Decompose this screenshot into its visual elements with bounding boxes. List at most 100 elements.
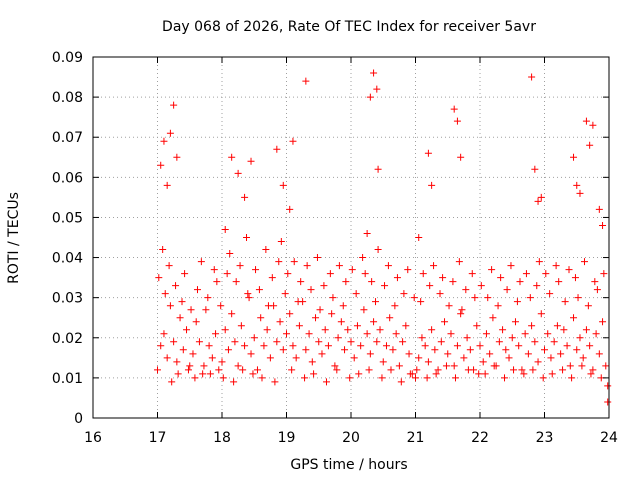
data-point [381, 282, 389, 290]
data-point [595, 205, 603, 213]
data-point [547, 354, 555, 362]
data-point [534, 197, 542, 205]
data-point [582, 326, 590, 334]
data-point [445, 302, 453, 310]
data-point [387, 366, 395, 374]
data-point [589, 121, 597, 129]
data-point [413, 366, 421, 374]
data-point [264, 302, 272, 310]
data-point [307, 286, 315, 294]
data-point [260, 342, 268, 350]
data-point [463, 334, 471, 342]
axis-layer: 16 17 18 19 20 21 22 23 24 0 0.01 0.02 0.03 0.04 0.05 0… [52, 50, 618, 446]
x-tick-label: 23 [536, 430, 554, 446]
data-point [221, 326, 229, 334]
data-point [204, 294, 212, 302]
x-tick-label: 20 [342, 430, 360, 446]
data-point [447, 330, 455, 338]
data-point [599, 318, 607, 326]
data-point [389, 346, 397, 354]
data-point [373, 338, 381, 346]
data-point [395, 362, 403, 370]
data-point [595, 350, 603, 358]
data-point [592, 330, 600, 338]
data-point [297, 278, 305, 286]
data-point [566, 362, 574, 370]
data-point [591, 278, 599, 286]
data-point [315, 338, 323, 346]
data-point [537, 310, 545, 318]
data-point [279, 346, 287, 354]
data-point [181, 270, 189, 278]
data-point [289, 137, 297, 145]
y-tick-label: 0 [74, 411, 83, 427]
data-point [559, 366, 567, 374]
data-point [490, 362, 498, 370]
y-tick-label: 0.05 [52, 210, 83, 226]
data-point [544, 330, 552, 338]
data-point [442, 362, 450, 370]
data-point [507, 262, 515, 270]
data-point [570, 153, 578, 161]
data-point [247, 157, 255, 165]
data-point [415, 234, 423, 241]
data-point [223, 270, 231, 278]
data-point [195, 338, 203, 346]
data-point [587, 370, 595, 378]
data-point [226, 250, 234, 258]
data-point [160, 330, 168, 338]
data-point [352, 290, 360, 298]
data-point [453, 342, 461, 350]
data-point [501, 374, 509, 382]
data-point [174, 370, 182, 378]
data-point [331, 362, 339, 370]
data-point [495, 338, 503, 346]
data-point [346, 374, 354, 382]
data-point [245, 294, 253, 302]
data-point [163, 181, 171, 189]
data-point [402, 322, 410, 330]
data-point [199, 370, 207, 378]
data-point [384, 262, 392, 270]
data-point [571, 274, 579, 282]
data-point [234, 362, 242, 370]
data-point [316, 306, 324, 314]
data-point [277, 238, 285, 246]
data-point [212, 330, 220, 338]
data-point [426, 282, 434, 290]
x-tick-label: 17 [149, 430, 167, 446]
y-tick-label: 0.03 [52, 291, 83, 307]
data-point [165, 262, 173, 270]
data-point [228, 310, 236, 318]
data-point [170, 101, 178, 109]
x-tick-label: 24 [600, 430, 618, 446]
data-point [488, 266, 496, 274]
data-point [257, 314, 265, 322]
data-point [502, 346, 510, 354]
data-point [484, 294, 492, 302]
data-point [600, 270, 608, 278]
data-point [322, 378, 330, 386]
data-point [533, 282, 541, 290]
data-point [155, 274, 163, 282]
data-point [255, 286, 263, 294]
data-point [193, 286, 201, 294]
data-point [378, 374, 386, 382]
data-point [560, 326, 568, 334]
data-point [372, 298, 380, 306]
data-point [399, 338, 407, 346]
data-point [286, 205, 294, 213]
data-point [482, 330, 490, 338]
data-point [421, 342, 429, 350]
data-point [458, 306, 466, 314]
data-point [521, 330, 529, 338]
data-point [424, 358, 432, 366]
data-point [189, 350, 197, 358]
data-point [374, 246, 382, 254]
data-point [253, 366, 261, 374]
data-point [281, 290, 289, 298]
data-point [573, 181, 581, 189]
data-point [489, 314, 497, 322]
data-point [244, 290, 252, 298]
data-point [444, 350, 452, 358]
